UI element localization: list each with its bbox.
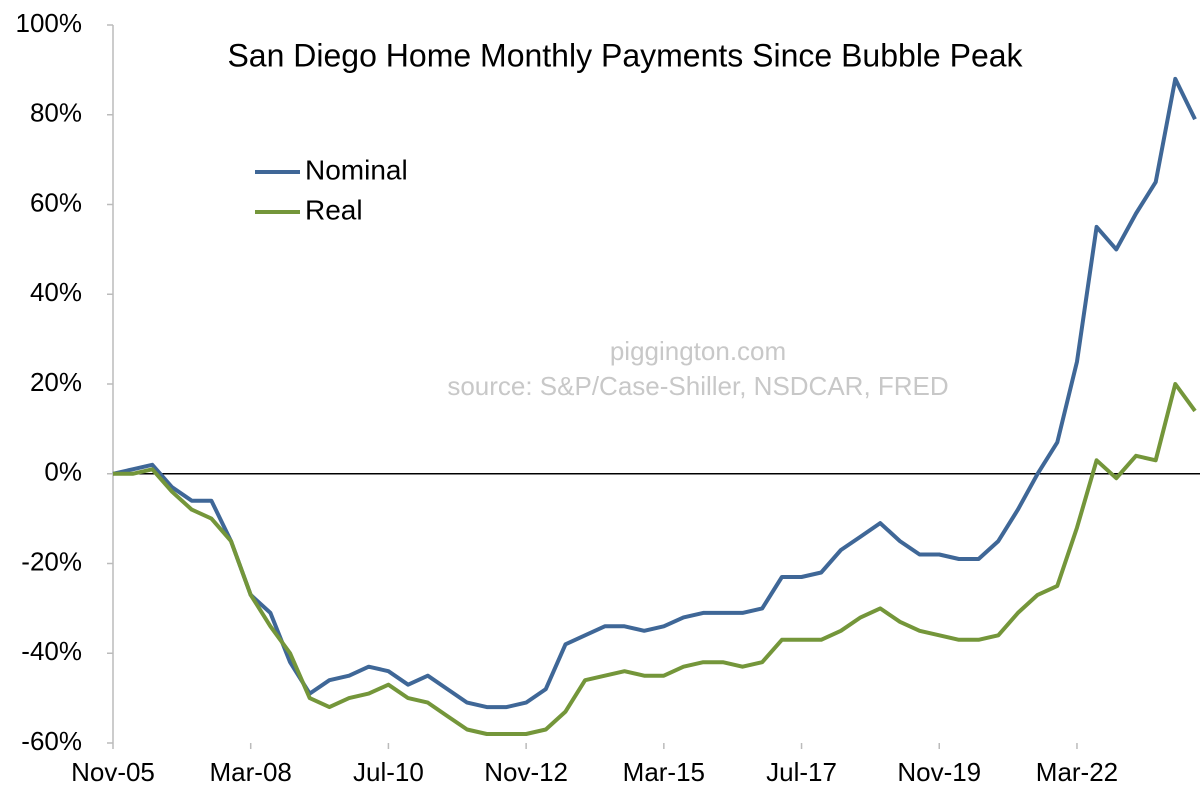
y-tick-label: 80% bbox=[30, 98, 82, 128]
x-tick-label: Mar-15 bbox=[623, 757, 705, 787]
y-tick-label: 20% bbox=[30, 367, 82, 397]
x-tick-label: Nov-12 bbox=[484, 757, 568, 787]
x-tick-label: Mar-08 bbox=[210, 757, 292, 787]
y-tick-label: -20% bbox=[21, 546, 82, 576]
x-tick-label: Mar-22 bbox=[1036, 757, 1118, 787]
series-line bbox=[112, 76, 1197, 710]
legend-label: Nominal bbox=[305, 154, 408, 185]
y-tick-label: 60% bbox=[30, 187, 82, 217]
x-tick-label: Nov-05 bbox=[71, 757, 155, 787]
y-tick-label: 40% bbox=[30, 277, 82, 307]
series-line bbox=[113, 382, 1197, 736]
y-tick-label: 100% bbox=[16, 8, 83, 38]
x-tick-label: Jul-10 bbox=[353, 757, 424, 787]
chart-title: San Diego Home Monthly Payments Since Bu… bbox=[227, 37, 1023, 73]
y-tick-label: -40% bbox=[21, 636, 82, 666]
x-tick-label: Jul-17 bbox=[766, 757, 837, 787]
legend-label: Real bbox=[305, 194, 363, 225]
y-tick-label: 0% bbox=[44, 457, 82, 487]
source-note: source: S&P/Case-Shiller, NSDCAR, FRED bbox=[447, 371, 948, 401]
y-tick-label: -60% bbox=[21, 726, 82, 756]
x-tick-label: Nov-19 bbox=[897, 757, 981, 787]
watermark: piggington.com bbox=[610, 336, 786, 366]
